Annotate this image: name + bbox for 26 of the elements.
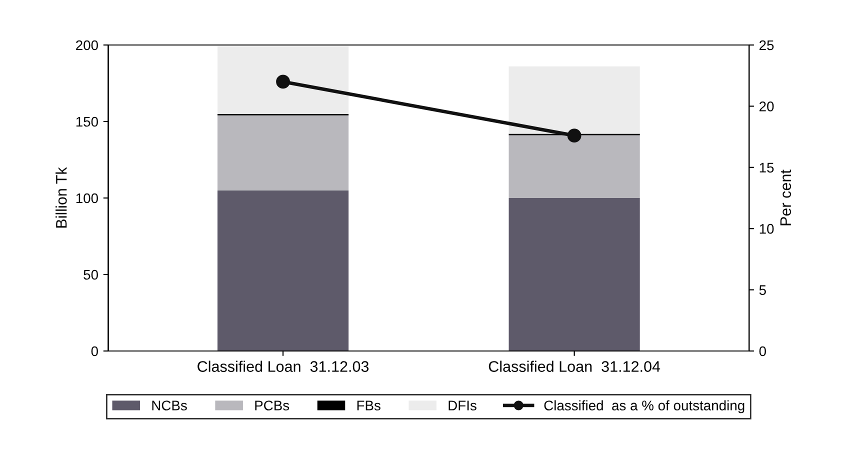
y-tick-label: 100 (76, 193, 98, 204)
bar (508, 198, 640, 351)
y-axis-title: Billion Tk (56, 167, 67, 228)
bar (508, 66, 640, 134)
bar (508, 135, 640, 198)
y-tick-label: 150 (76, 116, 98, 127)
legend-label: DFIs (448, 400, 476, 410)
y-tick-label: 50 (84, 270, 98, 280)
legend-label: PCBs (255, 400, 290, 410)
y-tick-label: 0 (91, 346, 98, 356)
legend-label: FBs (357, 400, 380, 410)
y2-tick-label: 0 (759, 346, 766, 356)
y2-tick-label: 15 (760, 162, 774, 173)
bar (217, 46, 349, 114)
y2-tick-label: 10 (760, 224, 774, 234)
legend-label: NCBs (152, 400, 187, 410)
x-tick-label: Classified Loan 31.12.04 (488, 360, 660, 372)
bar (217, 115, 349, 190)
y2-tick-label: 25 (760, 40, 774, 50)
y2-tick-label: 20 (760, 102, 774, 112)
legend-label: Classified as a % of outstanding (544, 400, 744, 414)
y2-axis-title: Per cent (780, 170, 792, 226)
x-tick-label: Classified Loan 31.12.03 (198, 360, 369, 372)
y-tick-label: 200 (76, 40, 98, 50)
y2-tick-label: 5 (759, 285, 766, 295)
bar (217, 190, 349, 351)
